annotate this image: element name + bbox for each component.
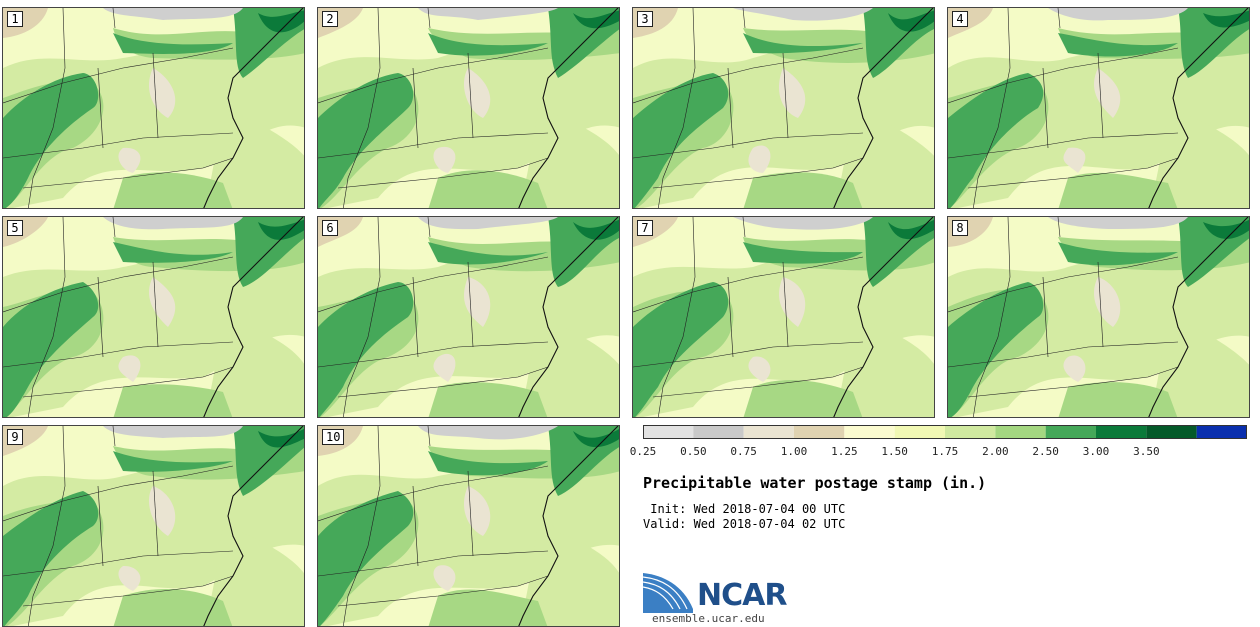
stamp-number: 3 bbox=[637, 11, 653, 27]
precipitable-water-map bbox=[318, 8, 619, 208]
precipitable-water-map bbox=[3, 426, 304, 626]
stamp-number: 5 bbox=[7, 220, 23, 236]
colorbar-swatch bbox=[945, 425, 996, 439]
colorbar-swatch bbox=[693, 425, 744, 439]
ncar-logo-text: NCAR bbox=[697, 578, 787, 613]
precipitable-water-map bbox=[318, 217, 619, 417]
init-time: Init: Wed 2018-07-04 00 UTC bbox=[643, 502, 846, 516]
colorbar-swatch bbox=[1146, 425, 1197, 439]
stamp-number: 2 bbox=[322, 11, 338, 27]
precipitable-water-map bbox=[3, 8, 304, 208]
valid-time: Valid: Wed 2018-07-04 02 UTC bbox=[643, 517, 846, 531]
stamp-panel: 9 bbox=[2, 425, 305, 627]
stamp-number: 1 bbox=[7, 11, 23, 27]
title-block: Precipitable water postage stamp (in.) I… bbox=[643, 474, 987, 531]
precipitable-water-map bbox=[633, 8, 934, 208]
colorbar-swatch bbox=[643, 425, 694, 439]
colorbar-tick-label: 0.25 bbox=[629, 445, 657, 458]
stamp-panel: 7 bbox=[632, 216, 935, 418]
colorbar-tick-label: 1.50 bbox=[881, 445, 908, 458]
stamp-panel: 6 bbox=[317, 216, 620, 418]
colorbar-tick-label: 3.50 bbox=[1133, 445, 1160, 458]
stamp-number: 7 bbox=[637, 220, 653, 236]
colorbar-swatch bbox=[894, 425, 945, 439]
ncar-logo-icon bbox=[643, 573, 693, 613]
colorbar-tick-label: 1.25 bbox=[831, 445, 858, 458]
stamp-panel: 4 bbox=[947, 7, 1250, 209]
colorbar-tick-label: 2.50 bbox=[1032, 445, 1059, 458]
stamp-panel: 10 bbox=[317, 425, 620, 627]
colorbar-tick-label: 0.50 bbox=[680, 445, 707, 458]
colorbar-swatch bbox=[995, 425, 1046, 439]
colorbar-swatch bbox=[794, 425, 845, 439]
stamp-panel: 2 bbox=[317, 7, 620, 209]
page-title: Precipitable water postage stamp (in.) bbox=[643, 474, 987, 492]
stamp-panel: 3 bbox=[632, 7, 935, 209]
colorbar-tick-label: 0.75 bbox=[730, 445, 757, 458]
colorbar-swatch bbox=[1045, 425, 1096, 439]
colorbar-tick-label: 1.75 bbox=[931, 445, 959, 458]
stamp-panel: 5 bbox=[2, 216, 305, 418]
site-url[interactable]: ensemble.ucar.edu bbox=[652, 612, 765, 625]
precipitable-water-map bbox=[318, 426, 619, 626]
stamp-number: 10 bbox=[322, 429, 345, 445]
colorbar-tick-label: 2.00 bbox=[982, 445, 1009, 458]
colorbar-swatch bbox=[844, 425, 895, 439]
precipitable-water-map bbox=[948, 217, 1249, 417]
colorbar-tick-label: 1.00 bbox=[780, 445, 808, 458]
colorbar: 0.25 0.50 0.75 1.00 1.25 1.50 1.75 2.00 2.50 3.00… bbox=[630, 425, 1247, 458]
colorbar-swatch bbox=[1196, 425, 1247, 439]
precipitable-water-map bbox=[633, 217, 934, 417]
colorbar-swatch bbox=[1096, 425, 1147, 439]
stamp-panel: 8 bbox=[947, 216, 1250, 418]
stamp-number: 9 bbox=[7, 429, 23, 445]
precipitable-water-map bbox=[948, 8, 1249, 208]
colorbar-tick-label: 3.00 bbox=[1082, 445, 1110, 458]
stamp-panel: 1 bbox=[2, 7, 305, 209]
precipitable-water-map bbox=[3, 217, 304, 417]
colorbar-swatch bbox=[743, 425, 794, 439]
stamp-number: 8 bbox=[952, 220, 968, 236]
stamp-number: 4 bbox=[952, 11, 968, 27]
stamp-number: 6 bbox=[322, 220, 338, 236]
